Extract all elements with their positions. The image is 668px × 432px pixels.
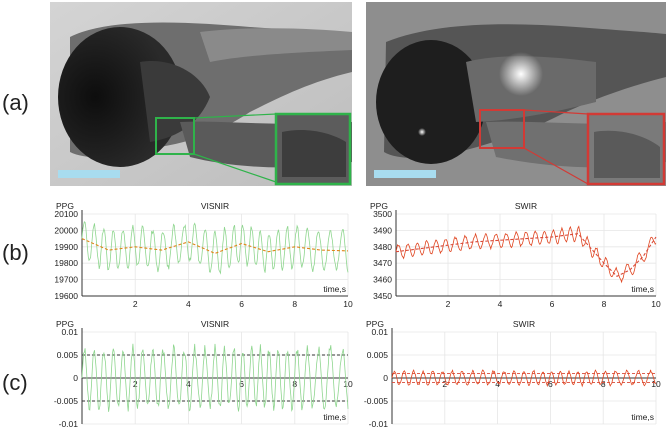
y-tick-label: 0.01: [371, 327, 388, 337]
x-tick-label: 4: [495, 379, 500, 389]
inset-box: [479, 109, 525, 149]
chart-title: VISNIR: [201, 319, 229, 329]
y-tick-label: 0.005: [367, 350, 389, 360]
x-tick-label: 8: [292, 299, 297, 309]
x-tick-label: 2: [133, 299, 138, 309]
x-tick-label: 6: [239, 299, 244, 309]
x-tick-label: 10: [343, 379, 353, 389]
y-tick-label: 0: [383, 373, 388, 383]
x-tick-label: 4: [186, 379, 191, 389]
y-tick-label: -0.01: [59, 419, 79, 429]
x-tick-label: 6: [550, 299, 555, 309]
ppg-trace: [395, 225, 657, 284]
y-tick-label: 19600: [54, 291, 78, 301]
x-axis-label: time,s: [631, 412, 654, 422]
y-axis-label: PPG: [366, 319, 384, 329]
x-tick-label: 8: [292, 379, 297, 389]
y-tick-label: 3500: [373, 209, 392, 219]
y-tick-label: 3480: [373, 242, 392, 252]
x-tick-label: 10: [651, 379, 661, 389]
x-tick-label: 10: [343, 299, 353, 309]
y-tick-label: 20100: [54, 209, 78, 219]
chart-b-visnir: 19600 19700 19800 19900 20000 20100 2 4 6 8 10 PPG V…: [54, 201, 353, 309]
inset-box: [155, 117, 195, 155]
y-tick-label: 20000: [54, 225, 78, 235]
swir-micrograph: [366, 2, 666, 186]
y-tick-label: 19700: [54, 275, 78, 285]
visnir-micrograph: [50, 2, 352, 186]
chart-title: VISNIR: [201, 201, 229, 211]
chart-b-swir: 3450 3460 3470 3480 3490 3500 2 4 6 8 10 PPG SWIR tim…: [370, 201, 661, 309]
y-tick-label: 19900: [54, 242, 78, 252]
x-tick-label: 8: [601, 379, 606, 389]
y-tick-label: 3470: [373, 258, 392, 268]
y-axis-label: PPG: [370, 201, 388, 211]
x-tick-label: 2: [446, 299, 451, 309]
y-tick-label: -0.005: [364, 396, 388, 406]
ppg-trace: [391, 369, 657, 388]
y-tick-label: -0.01: [369, 419, 389, 429]
scale-bar: [374, 170, 436, 178]
chart-title: SWIR: [513, 319, 535, 329]
x-axis-label: time,s: [323, 284, 346, 294]
x-tick-label: 2: [442, 379, 447, 389]
y-tick-label: 3450: [373, 291, 392, 301]
y-axis-label: PPG: [56, 201, 74, 211]
y-tick-label: 3490: [373, 225, 392, 235]
panel-label-a: (a): [2, 90, 29, 115]
chart-c-swir: -0.01 -0.005 0 0.005 0.01 2 4 6 8 10 PPG SWIR time,s: [364, 319, 661, 429]
y-tick-label: 0.005: [57, 350, 79, 360]
x-tick-label: 10: [651, 299, 661, 309]
y-tick-label: 19800: [54, 258, 78, 268]
x-tick-label: 4: [498, 299, 503, 309]
x-tick-label: 8: [602, 299, 607, 309]
y-tick-label: -0.005: [54, 396, 78, 406]
trend-line: [81, 238, 349, 254]
ppg-trace: [81, 221, 349, 275]
trend-line: [395, 233, 657, 277]
panel-label-c: (c): [2, 370, 28, 395]
y-tick-label: 0.01: [61, 327, 78, 337]
x-tick-label: 6: [548, 379, 553, 389]
chart-title: SWIR: [515, 201, 537, 211]
y-tick-label: 3460: [373, 275, 392, 285]
x-tick-label: 6: [239, 379, 244, 389]
x-axis-label: time,s: [631, 284, 654, 294]
scale-bar: [58, 170, 120, 178]
panel-label-b: (b): [2, 240, 29, 265]
y-axis-label: PPG: [56, 319, 74, 329]
x-axis-label: time,s: [323, 412, 346, 422]
x-tick-label: 4: [186, 299, 191, 309]
ppg-trace: [81, 343, 349, 413]
y-tick-label: 0: [73, 373, 78, 383]
